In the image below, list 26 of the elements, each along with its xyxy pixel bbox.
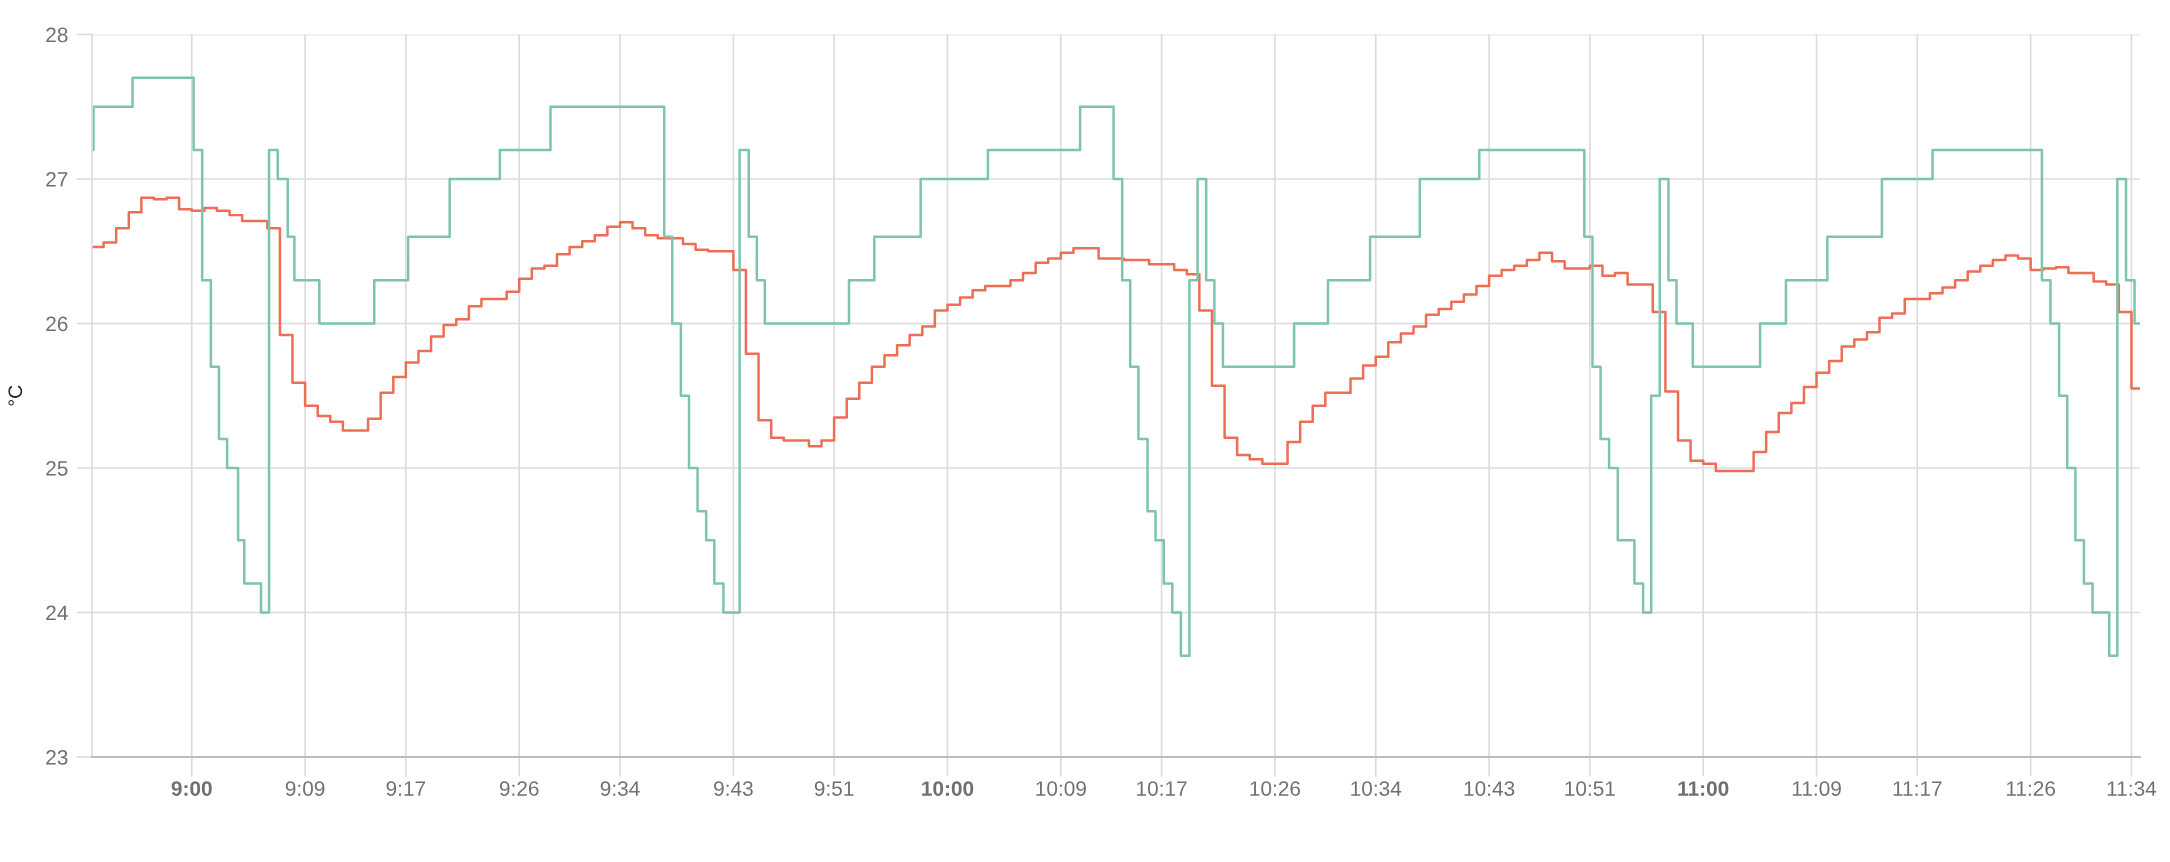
x-tick-label: 10:34 [1351, 781, 1402, 796]
y-tick-label: 27 [46, 172, 68, 187]
y-tick-label: 23 [46, 750, 68, 765]
x-tick-label: 10:17 [1137, 781, 1187, 796]
x-tick-label: 9:43 [714, 781, 753, 796]
y-tick-label: 24 [46, 605, 68, 621]
x-tick-label: 11:26 [2006, 781, 2056, 796]
x-tick-label: 10:00 [922, 781, 974, 796]
x-tick-label: 11:09 [1792, 781, 1841, 796]
x-tick-label: 9:17 [386, 781, 426, 796]
y-tick-label: 28 [46, 27, 68, 43]
y-tick-label: 26 [46, 316, 68, 332]
x-tick-label: 11:34 [2107, 781, 2157, 796]
x-tick-label: 9:09 [285, 781, 325, 796]
x-tick-label: 10:26 [1250, 781, 1301, 796]
y-tick-label: 25 [46, 461, 68, 476]
x-tick-label: 10:09 [1036, 781, 1086, 796]
x-tick-label: 9:26 [499, 781, 539, 796]
x-tick-label: 9:34 [600, 781, 640, 796]
y-axis-title: °C [8, 385, 23, 406]
x-tick-label: 10:51 [1565, 781, 1615, 796]
x-tick-label: 9:00 [171, 781, 212, 796]
x-tick-label: 11:17 [1893, 781, 1942, 796]
x-tick-label: 10:43 [1464, 781, 1515, 796]
x-tick-label: 9:51 [814, 781, 854, 796]
x-tick-label: 11:00 [1678, 781, 1729, 796]
